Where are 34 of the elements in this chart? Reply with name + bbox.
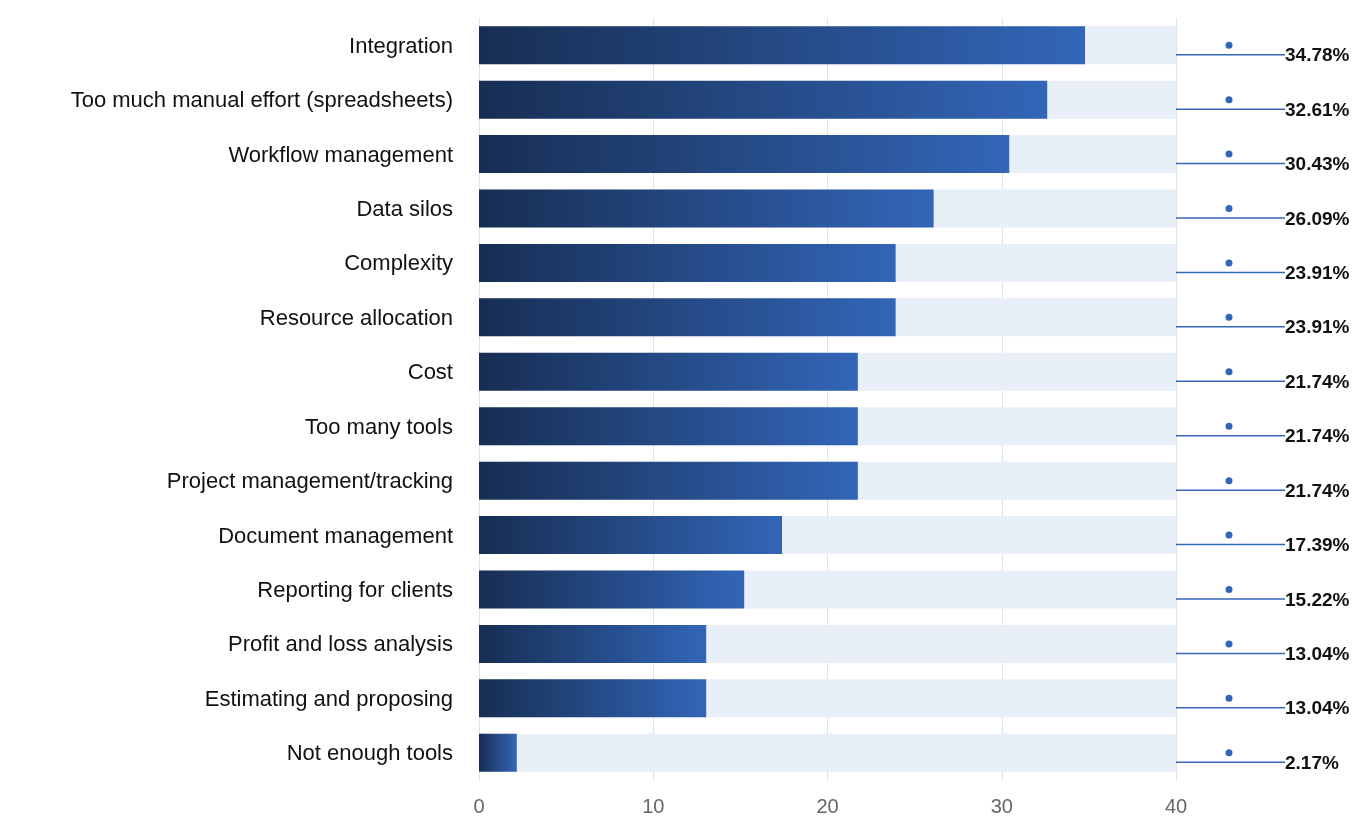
y-tick-label: Project management/tracking (166, 468, 453, 494)
y-tick-label: Document management (218, 522, 453, 548)
data-label: 15.22% (1285, 588, 1350, 610)
x-tick-label: 10 (642, 795, 665, 817)
y-tick-label: Resource allocation (259, 304, 453, 330)
y-tick-label: Data silos (356, 196, 453, 221)
x-tick-label: 40 (1164, 795, 1188, 817)
data-label: 13.04% (1285, 642, 1350, 664)
data-label: 30.43% (1285, 153, 1350, 175)
data-label: 23.91% (1285, 261, 1350, 283)
y-tick-label: Complexity (344, 250, 453, 276)
y-tick-label: Integration (349, 32, 453, 58)
data-label: 26.09% (1285, 207, 1350, 229)
y-tick-label: Workflow management (228, 141, 453, 167)
x-tick-label: 0 (473, 795, 485, 817)
data-label: 2.17% (1285, 751, 1339, 773)
data-label: 23.91% (1285, 316, 1350, 338)
data-label: 21.74% (1285, 370, 1350, 392)
y-tick-label: Cost (407, 359, 453, 385)
y-tick-label: Reporting for clients (257, 577, 453, 602)
x-tick-label: 20 (816, 795, 839, 817)
y-tick-label: Too much manual effort (spreadsheets) (70, 87, 453, 113)
data-label: 21.74% (1285, 425, 1350, 447)
data-label: 32.61% (1285, 98, 1350, 120)
data-label: 21.74% (1285, 479, 1350, 501)
y-tick-label: Profit and loss analysis (228, 631, 453, 657)
y-tick-label: Not enough tools (286, 740, 453, 766)
y-tick-label: Too many tools (305, 413, 453, 439)
y-tick-label: Estimating and proposing (204, 685, 453, 711)
data-label: 34.78% (1285, 44, 1350, 66)
bar (479, 733, 517, 772)
data-label: 13.04% (1285, 697, 1350, 719)
data-label: 17.39% (1285, 534, 1350, 556)
x-tick-label: 30 (990, 795, 1013, 817)
